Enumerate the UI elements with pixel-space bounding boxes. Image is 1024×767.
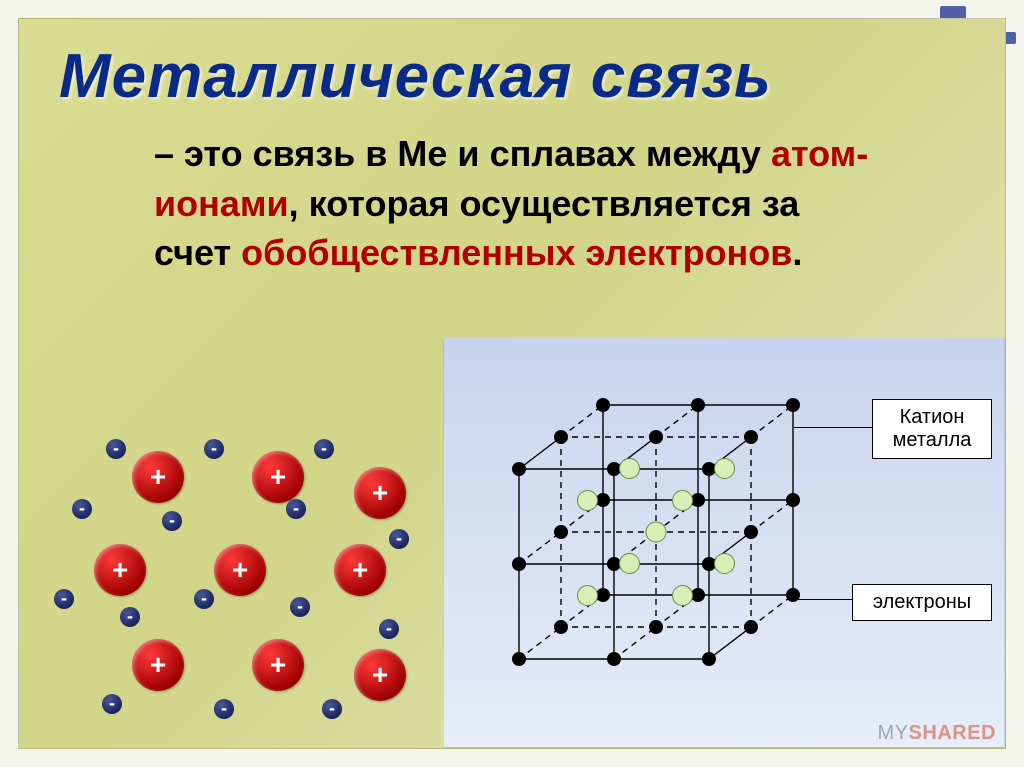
electron-icon: -: [379, 619, 399, 639]
electron-icon: -: [194, 589, 214, 609]
lattice-panel: Катионметалла электроны: [443, 338, 1005, 748]
ion-icon: +: [94, 544, 146, 596]
ion-icon: +: [252, 451, 304, 503]
ion-electron-diagram: +++++++++---------------: [54, 439, 414, 709]
electron-icon: -: [102, 694, 122, 714]
electron-icon: -: [120, 607, 140, 627]
watermark-red: SHARED: [909, 722, 996, 744]
definition-segment: .: [792, 232, 802, 273]
slide-frame: Металлическая связь – это связь в Ме и с…: [18, 18, 1006, 749]
ion-icon: +: [334, 544, 386, 596]
cation-callout: Катионметалла: [872, 399, 992, 459]
ion-icon: +: [354, 649, 406, 701]
lattice-diagram: [474, 369, 834, 719]
watermark: MYSHARED: [878, 722, 996, 745]
electron-callout: электроны: [852, 584, 992, 621]
electron-icon: -: [72, 499, 92, 519]
watermark-prefix: MY: [878, 722, 909, 744]
ion-icon: +: [132, 451, 184, 503]
electron-icon: -: [214, 699, 234, 719]
callout-connector: [794, 427, 872, 428]
electron-icon: -: [162, 511, 182, 531]
electron-icon: -: [204, 439, 224, 459]
definition-text: – это связь в Ме и сплавах между атом-ио…: [154, 129, 874, 278]
electron-icon: -: [54, 589, 74, 609]
electron-icon: -: [314, 439, 334, 459]
electron-icon: -: [290, 597, 310, 617]
electron-icon: -: [106, 439, 126, 459]
slide-title: Металлическая связь: [59, 41, 772, 112]
ion-icon: +: [214, 544, 266, 596]
definition-segment: обобществленных электронов: [241, 232, 792, 273]
definition-segment: – это связь в Ме и сплавах между: [154, 133, 771, 174]
ion-icon: +: [252, 639, 304, 691]
ion-icon: +: [354, 467, 406, 519]
ion-icon: +: [132, 639, 184, 691]
electron-icon: -: [322, 699, 342, 719]
electron-icon: -: [286, 499, 306, 519]
callout-connector: [790, 599, 852, 600]
electron-icon: -: [389, 529, 409, 549]
